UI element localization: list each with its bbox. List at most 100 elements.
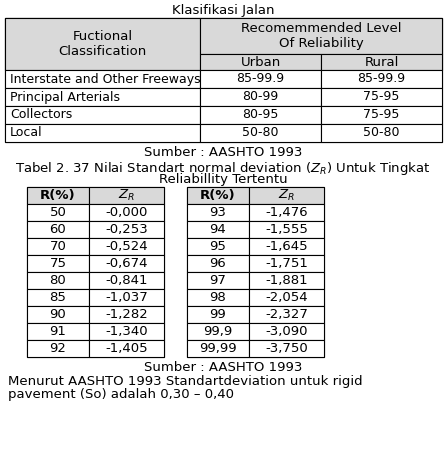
Bar	[249, 289, 324, 306]
Bar	[187, 323, 249, 340]
Bar	[187, 204, 249, 221]
Text: -1,645: -1,645	[265, 240, 308, 253]
Text: Tabel 2. 37 Nilai Standart normal deviation ($Z_R$) Untuk Tingkat: Tabel 2. 37 Nilai Standart normal deviat…	[15, 160, 431, 177]
Text: 99,99: 99,99	[199, 342, 237, 355]
Text: 85-99.9: 85-99.9	[236, 72, 285, 86]
Bar	[27, 323, 89, 340]
Bar	[27, 238, 89, 255]
Bar	[5, 18, 200, 70]
Bar	[5, 18, 200, 70]
Bar	[89, 323, 164, 340]
Bar	[187, 272, 249, 289]
Text: -1,037: -1,037	[105, 291, 148, 304]
Text: -1,405: -1,405	[105, 342, 148, 355]
Text: -1,751: -1,751	[265, 257, 308, 270]
Text: -3,090: -3,090	[265, 325, 308, 338]
Bar	[200, 18, 442, 54]
Text: -0,000: -0,000	[105, 206, 148, 219]
Text: 80: 80	[50, 274, 66, 287]
Bar	[89, 306, 164, 323]
Text: 99: 99	[210, 308, 226, 321]
Bar	[27, 306, 89, 323]
Text: -0,253: -0,253	[105, 223, 148, 236]
Text: -0,841: -0,841	[105, 274, 148, 287]
Bar	[321, 54, 442, 70]
Text: -1,555: -1,555	[265, 223, 308, 236]
Bar	[5, 88, 200, 106]
Bar	[200, 54, 321, 70]
Text: -1,282: -1,282	[105, 308, 148, 321]
Text: Urban: Urban	[240, 56, 281, 69]
Bar	[321, 88, 442, 106]
Bar	[89, 187, 164, 204]
Bar	[200, 88, 321, 106]
Bar	[249, 255, 324, 272]
Bar	[187, 306, 249, 323]
Text: 75-95: 75-95	[363, 90, 400, 103]
Text: 94: 94	[210, 223, 226, 236]
Bar	[187, 255, 249, 272]
Text: 70: 70	[50, 240, 67, 253]
Text: 91: 91	[50, 325, 67, 338]
Text: 85-99.9: 85-99.9	[358, 72, 405, 86]
Bar	[5, 124, 200, 142]
Text: Klasifikasi Jalan: Klasifikasi Jalan	[172, 4, 274, 17]
Text: Menurut AASHTO 1993 Standartdeviation untuk rigid: Menurut AASHTO 1993 Standartdeviation un…	[8, 375, 363, 388]
Text: 99,9: 99,9	[203, 325, 232, 338]
Text: Principal Arterials: Principal Arterials	[10, 90, 120, 103]
Bar	[200, 18, 442, 54]
Bar	[27, 221, 89, 238]
Bar	[89, 289, 164, 306]
Bar	[321, 106, 442, 124]
Text: $Z_R$: $Z_R$	[278, 188, 295, 203]
Bar	[27, 255, 89, 272]
Text: Reliabillity Tertentu: Reliabillity Tertentu	[159, 173, 287, 186]
Bar	[200, 54, 321, 70]
Text: 92: 92	[50, 342, 67, 355]
Text: -0,524: -0,524	[105, 240, 148, 253]
Bar	[187, 238, 249, 255]
Bar	[200, 70, 321, 88]
Bar	[89, 221, 164, 238]
Bar	[89, 340, 164, 357]
Bar	[27, 187, 89, 204]
Bar	[249, 306, 324, 323]
Text: 90: 90	[50, 308, 66, 321]
Bar	[89, 255, 164, 272]
Text: 97: 97	[210, 274, 227, 287]
Text: Fuctional
Classification: Fuctional Classification	[59, 30, 147, 58]
Text: 80-99: 80-99	[242, 90, 278, 103]
Bar	[187, 187, 249, 204]
Bar	[249, 272, 324, 289]
Bar	[249, 187, 324, 204]
Bar	[5, 70, 200, 88]
Text: 75-95: 75-95	[363, 109, 400, 121]
Text: -1,881: -1,881	[265, 274, 308, 287]
Text: 95: 95	[210, 240, 227, 253]
Bar	[249, 204, 324, 221]
Text: Collectors: Collectors	[10, 109, 72, 121]
Text: $Z_R$: $Z_R$	[118, 188, 135, 203]
Bar	[200, 124, 321, 142]
Bar	[187, 221, 249, 238]
Text: 60: 60	[50, 223, 66, 236]
Bar	[321, 70, 442, 88]
Text: -0,674: -0,674	[105, 257, 148, 270]
Text: 96: 96	[210, 257, 226, 270]
Bar	[27, 289, 89, 306]
Bar	[249, 238, 324, 255]
Text: R(%): R(%)	[200, 189, 236, 202]
Bar	[249, 221, 324, 238]
Text: 85: 85	[50, 291, 67, 304]
Bar	[321, 54, 442, 70]
Bar	[89, 272, 164, 289]
Text: 50: 50	[50, 206, 67, 219]
Bar	[27, 204, 89, 221]
Bar	[187, 187, 324, 357]
Bar	[249, 340, 324, 357]
Text: -3,750: -3,750	[265, 342, 308, 355]
Text: 80-95: 80-95	[242, 109, 278, 121]
Bar	[5, 106, 200, 124]
Text: Recomemmended Level
Of Reliability: Recomemmended Level Of Reliability	[241, 22, 401, 50]
Bar	[89, 238, 164, 255]
